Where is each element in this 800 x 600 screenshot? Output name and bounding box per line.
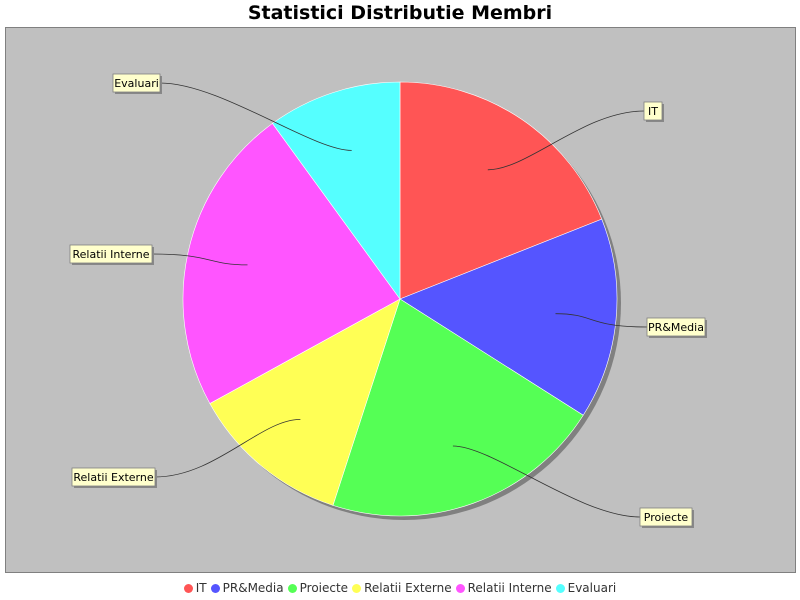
legend-swatch xyxy=(210,584,220,593)
slice-label-evaluari: Evaluari xyxy=(112,73,162,94)
legend-label: Evaluari xyxy=(567,581,617,595)
legend-label: Relatii Interne xyxy=(467,581,552,595)
pie-slice-relatii-interne[interactable] xyxy=(182,123,401,404)
slice-label-text: PR&Media xyxy=(648,321,704,334)
slice-label-relatii-externe: Relatii Externe xyxy=(71,467,157,488)
legend-item-proiecte: Proiecte xyxy=(287,581,349,595)
legend-swatch xyxy=(455,584,465,593)
slice-label-pr-media: PR&Media xyxy=(646,317,707,338)
slice-label-relatii-interne: Relatii Interne xyxy=(69,244,154,265)
pie-slice-it[interactable] xyxy=(399,81,603,300)
slice-label-proiecte: Proiecte xyxy=(639,507,694,528)
leader-line-evaluari xyxy=(159,82,352,151)
legend-item-it: IT xyxy=(183,581,207,595)
pie-slice-relatii-externe[interactable] xyxy=(209,298,401,506)
chart-title: Statistici Distributie Membri xyxy=(247,2,553,24)
pie-slice-proiecte[interactable] xyxy=(332,298,584,517)
legend-item-relatii-externe: Relatii Externe xyxy=(352,581,452,595)
leader-line-proiecte xyxy=(452,445,641,518)
legend-swatch xyxy=(555,584,565,593)
legend-swatch xyxy=(352,584,362,593)
slice-label-text: Proiecte xyxy=(644,511,689,524)
leader-line-relatii-externe xyxy=(154,419,301,478)
legend-item-relatii-interne: Relatii Interne xyxy=(455,581,552,595)
legend-label: Relatii Externe xyxy=(364,581,452,595)
slice-label-text: Relatii Externe xyxy=(73,471,153,484)
legend-label: Proiecte xyxy=(299,581,349,595)
legend-label: PR&Media xyxy=(222,581,284,595)
pie-slice-pr-media[interactable] xyxy=(399,218,618,416)
slice-label-text: Relatii Interne xyxy=(73,248,150,261)
legend-swatch xyxy=(287,584,297,593)
legend-label: IT xyxy=(195,581,207,595)
slice-label-text: Evaluari xyxy=(114,77,159,90)
slice-label-text: IT xyxy=(648,105,658,118)
legend-item-pr-media: PR&Media xyxy=(210,581,284,595)
slice-label-it: IT xyxy=(643,101,664,122)
legend-item-evaluari: Evaluari xyxy=(555,581,617,595)
leader-line-it xyxy=(487,110,645,171)
leader-line-pr-media xyxy=(555,313,648,328)
legend-swatch xyxy=(183,584,193,593)
leader-line-relatii-interne xyxy=(151,253,248,266)
legend: IT PR&Media Proiecte Relatii Externe Relatii… xyxy=(0,581,800,595)
